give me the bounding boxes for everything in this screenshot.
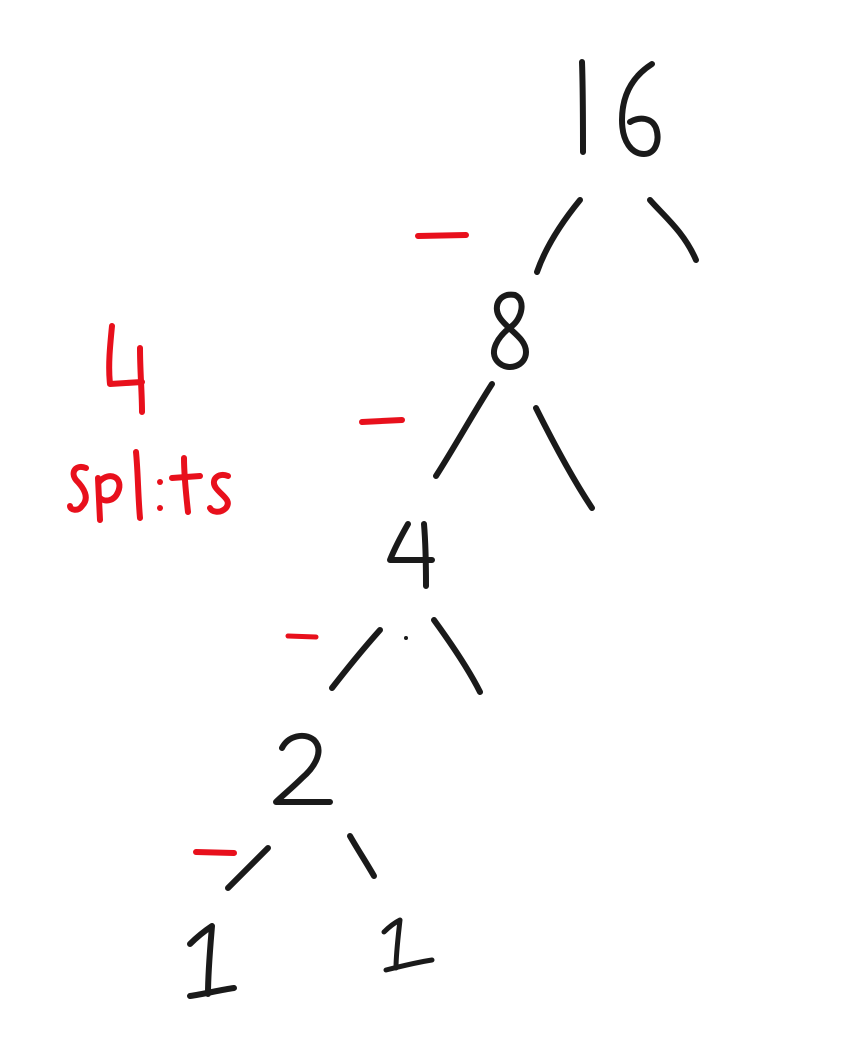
- tree-node-8: [491, 291, 529, 370]
- split-mark-4: [193, 849, 237, 856]
- edge-8-right: [533, 405, 595, 511]
- edge-2-1b: [347, 833, 377, 879]
- split-mark-3: [285, 633, 319, 640]
- tree-node-16: [579, 59, 661, 157]
- tree-node-4: [387, 521, 435, 589]
- edge-8-4: [433, 381, 495, 479]
- edge-4-right: [431, 617, 483, 695]
- annotation-splits-word: [67, 449, 231, 523]
- tree-node-1-right: [381, 917, 435, 973]
- edge-2-1a: [225, 845, 271, 891]
- edge-16-8: [534, 197, 583, 275]
- split-mark-1: [415, 232, 469, 239]
- edge-4-2: [329, 627, 383, 691]
- split-mark-2: [359, 417, 405, 425]
- tree-node-2: [273, 732, 333, 805]
- pen-dot: [404, 636, 408, 640]
- edge-16-right: [647, 197, 699, 263]
- tree-node-1-left: [187, 923, 237, 999]
- annotation-split-count: [106, 323, 145, 415]
